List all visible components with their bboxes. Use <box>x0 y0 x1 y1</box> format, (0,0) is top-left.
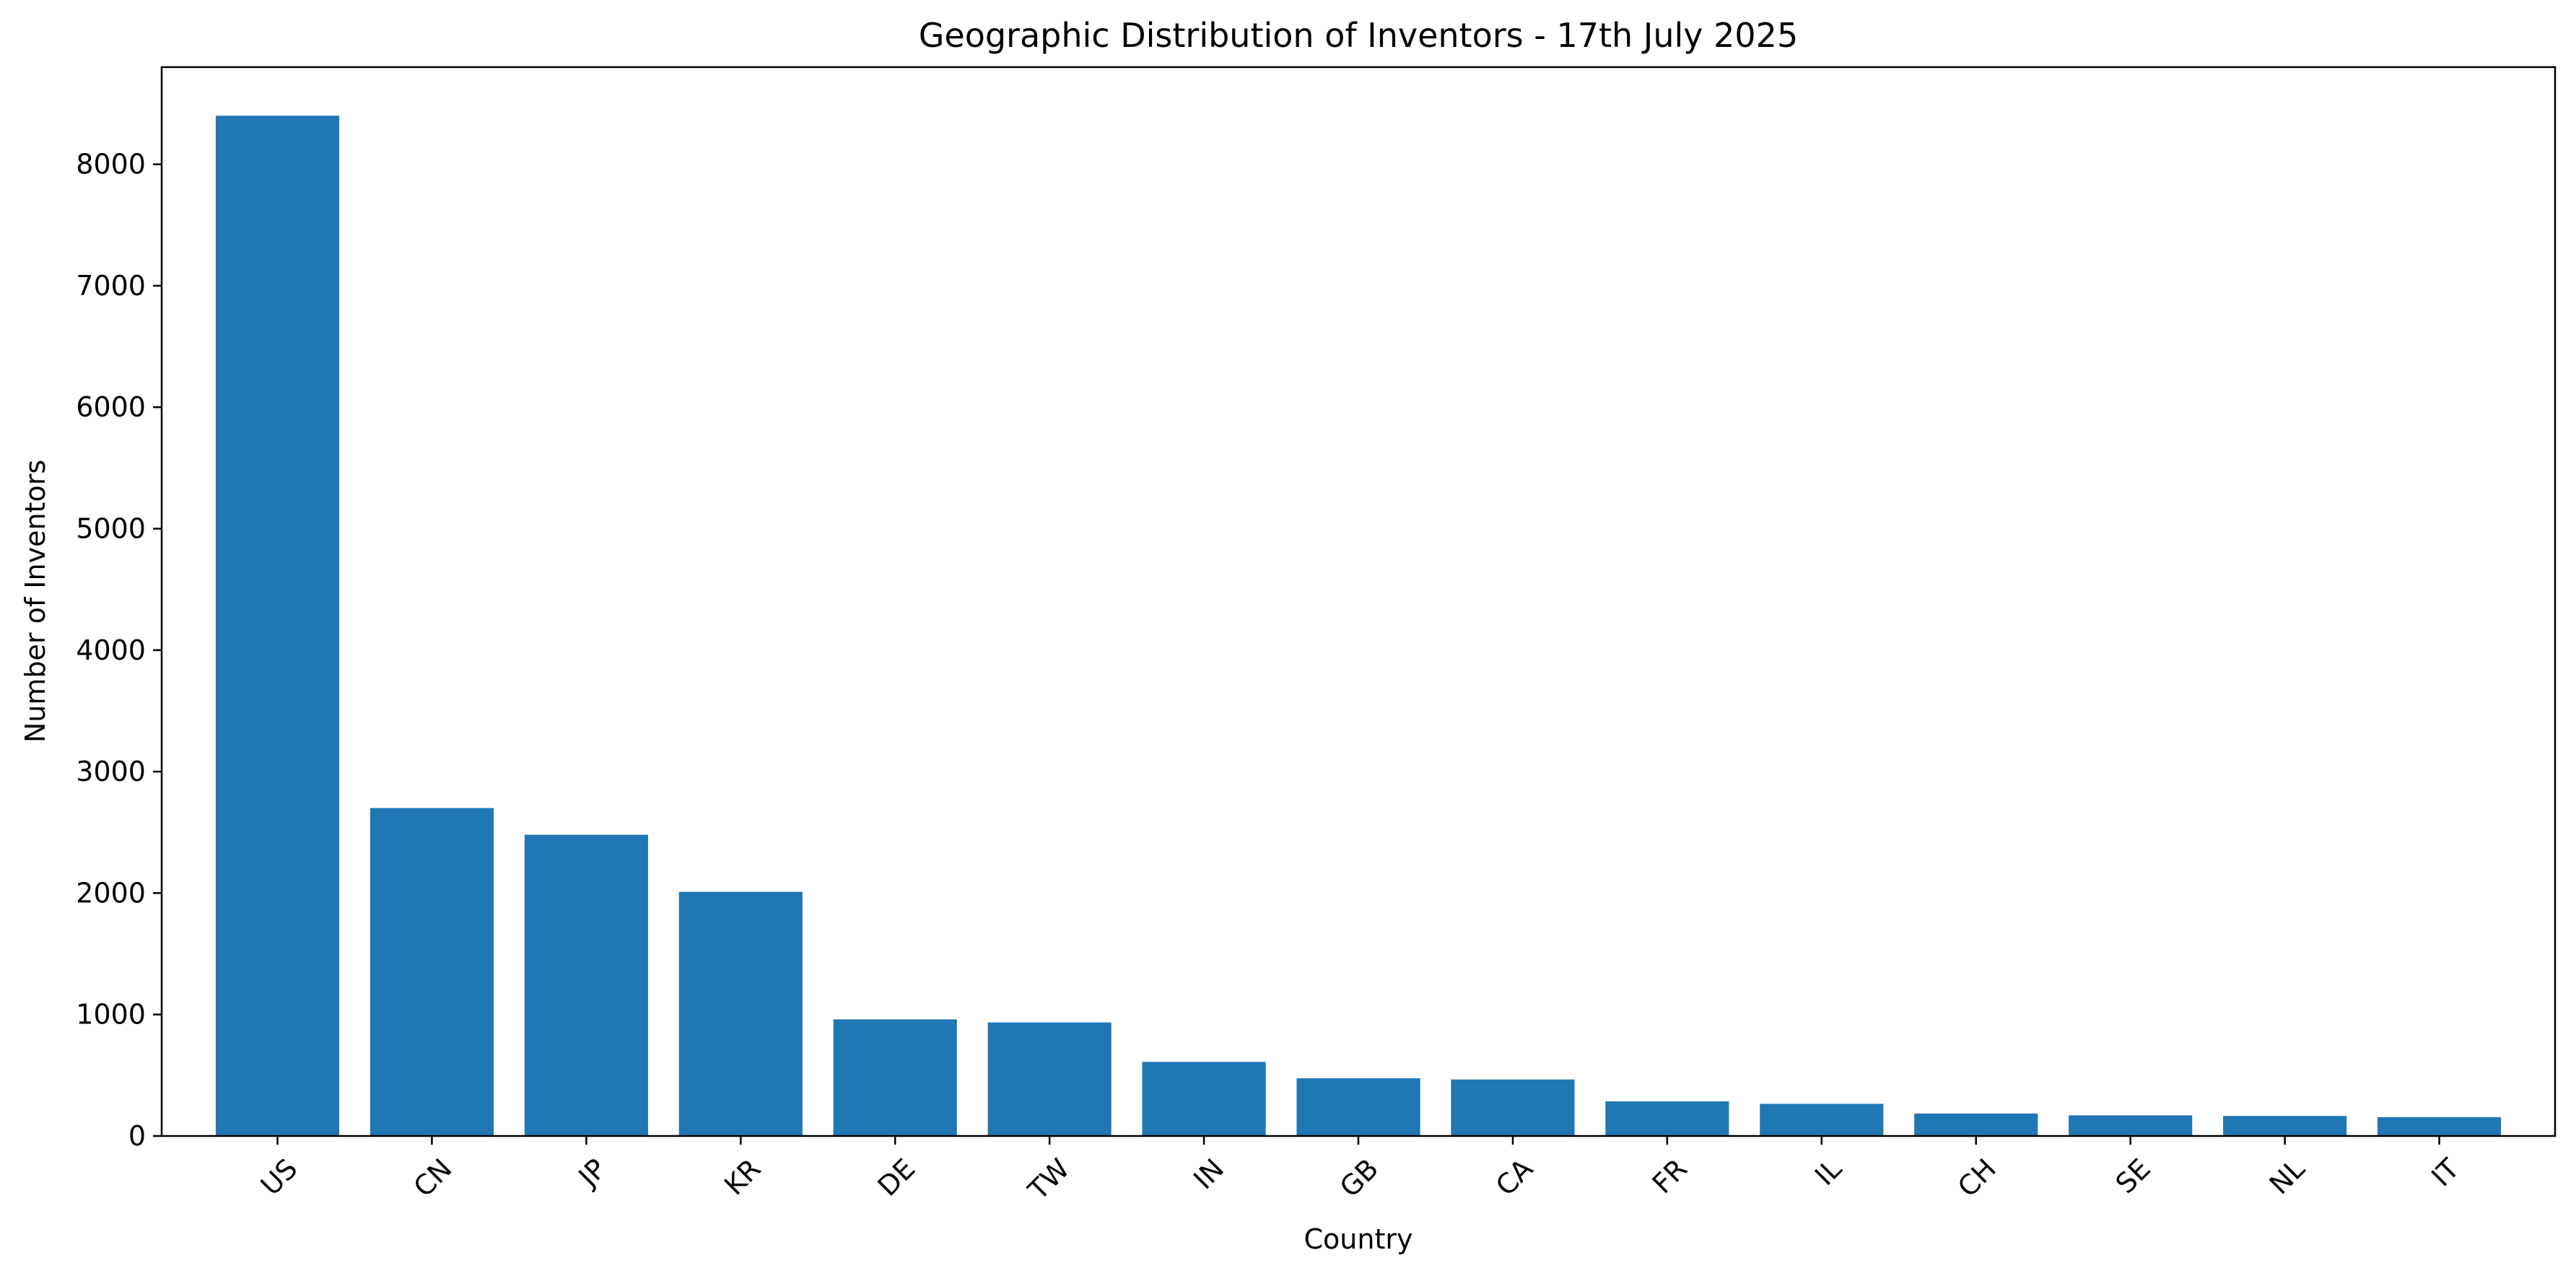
y-tick-label: 0 <box>128 1120 146 1152</box>
y-tick-label: 4000 <box>76 634 146 666</box>
y-tick-label: 6000 <box>76 391 146 423</box>
bar-jp <box>525 835 648 1136</box>
y-tick-label: 5000 <box>76 513 146 545</box>
bar-se <box>2069 1115 2192 1136</box>
x-axis-label: Country <box>1304 1223 1413 1255</box>
y-tick-label: 3000 <box>76 756 146 787</box>
y-tick-label: 8000 <box>76 149 146 180</box>
bar-ch <box>1914 1114 2038 1136</box>
bar-gb <box>1296 1078 1420 1136</box>
bar-fr <box>1605 1101 1729 1136</box>
bar-tw <box>988 1023 1112 1136</box>
bar-il <box>1760 1104 1883 1136</box>
bar-de <box>834 1019 957 1136</box>
y-tick-label: 1000 <box>76 999 146 1031</box>
bar-cn <box>370 808 494 1136</box>
y-tick-label: 7000 <box>76 270 146 302</box>
chart-title: Geographic Distribution of Inventors - 1… <box>919 16 1798 55</box>
bar-kr <box>679 892 803 1136</box>
bar-nl <box>2223 1116 2346 1136</box>
y-tick-label: 2000 <box>76 877 146 909</box>
bar-in <box>1142 1062 1265 1136</box>
bar-us <box>216 115 339 1136</box>
bar-ca <box>1451 1080 1574 1136</box>
y-axis-label: Number of Inventors <box>19 460 51 743</box>
bar-it <box>2378 1117 2501 1136</box>
